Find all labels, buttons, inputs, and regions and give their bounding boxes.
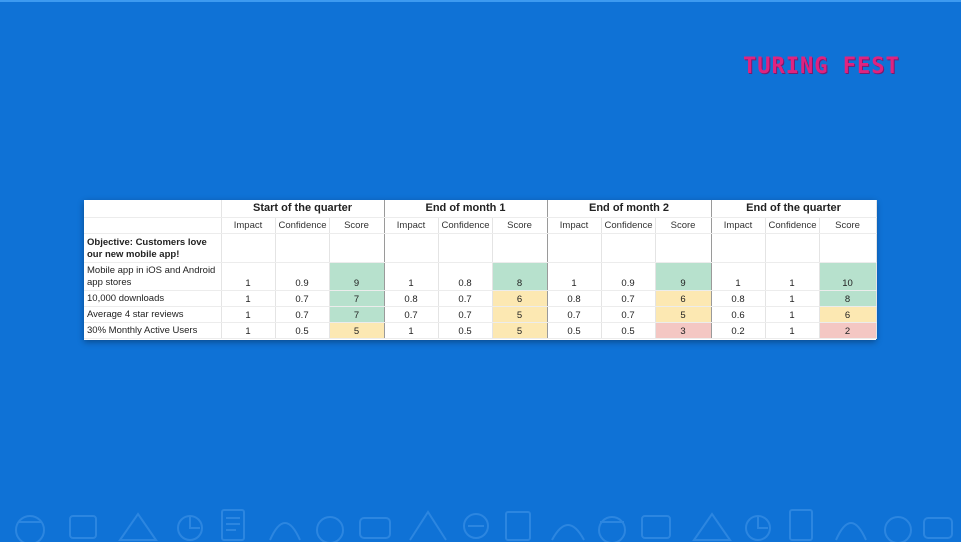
key-result-label: Average 4 star reviews xyxy=(84,306,222,323)
impact-cell: 1 xyxy=(384,322,439,339)
impact-cell: 0.8 xyxy=(711,290,766,307)
group-header-end: End of the quarter xyxy=(711,200,877,218)
table-row: 30% Monthly Active Users 1 0.5 5 1 0.5 5… xyxy=(84,322,877,339)
impact-cell: 1 xyxy=(221,322,276,339)
confidence-cell: 0.7 xyxy=(601,306,656,323)
table-row: 10,000 downloads 1 0.7 7 0.8 0.7 6 0.8 0… xyxy=(84,290,877,307)
score-cell: 7 xyxy=(329,306,385,323)
score-cell: 2 xyxy=(819,322,877,339)
subheader-confidence: Confidence xyxy=(601,217,656,234)
subheader-impact: Impact xyxy=(384,217,439,234)
score-cell: 6 xyxy=(819,306,877,323)
score-cell: 6 xyxy=(492,290,548,307)
subheader-impact: Impact xyxy=(547,217,602,234)
decorative-icon-pattern xyxy=(15,509,953,542)
impact-cell: 1 xyxy=(221,306,276,323)
score-cell: 10 xyxy=(819,262,877,291)
score-cell: 5 xyxy=(329,322,385,339)
score-cell: 8 xyxy=(492,262,548,291)
group-header-row: Start of the quarter End of month 1 End … xyxy=(84,200,877,218)
score-cell: 3 xyxy=(655,322,712,339)
confidence-cell: 0.7 xyxy=(438,306,493,323)
subheader-score: Score xyxy=(655,217,712,234)
confidence-cell: 0.7 xyxy=(438,290,493,307)
subheader-score: Score xyxy=(329,217,385,234)
confidence-cell: 1 xyxy=(765,306,820,323)
subheader-confidence: Confidence xyxy=(765,217,820,234)
subheader-confidence: Confidence xyxy=(438,217,493,234)
confidence-cell: 0.7 xyxy=(275,290,330,307)
confidence-cell: 1 xyxy=(765,262,820,291)
key-result-label: 10,000 downloads xyxy=(84,290,222,307)
impact-cell: 1 xyxy=(221,290,276,307)
score-cell: 8 xyxy=(819,290,877,307)
confidence-cell: 0.9 xyxy=(601,262,656,291)
okr-table: Start of the quarter End of month 1 End … xyxy=(84,200,877,339)
score-cell: 6 xyxy=(655,290,712,307)
subheader-score: Score xyxy=(492,217,548,234)
impact-cell: 1 xyxy=(384,262,439,291)
impact-cell: 0.2 xyxy=(711,322,766,339)
table-row: Mobile app in iOS and Android app stores… xyxy=(84,262,877,291)
corner-cell xyxy=(84,200,222,218)
group-header-start: Start of the quarter xyxy=(221,200,385,218)
subheader-confidence: Confidence xyxy=(275,217,330,234)
okr-spreadsheet: Start of the quarter End of month 1 End … xyxy=(84,200,877,340)
confidence-cell: 0.5 xyxy=(438,322,493,339)
score-cell: 5 xyxy=(655,306,712,323)
impact-cell: 0.7 xyxy=(547,306,602,323)
impact-cell: 0.7 xyxy=(384,306,439,323)
confidence-cell: 0.7 xyxy=(601,290,656,307)
score-cell: 9 xyxy=(329,262,385,291)
score-cell: 5 xyxy=(492,322,548,339)
impact-cell: 0.5 xyxy=(547,322,602,339)
impact-cell: 0.6 xyxy=(711,306,766,323)
objective-label: Objective: Customers love our new mobile… xyxy=(84,233,222,263)
impact-cell: 0.8 xyxy=(547,290,602,307)
impact-cell: 1 xyxy=(711,262,766,291)
key-result-label: Mobile app in iOS and Android app stores xyxy=(84,262,222,291)
confidence-cell: 0.7 xyxy=(275,306,330,323)
subheader-row: Impact Confidence Score Impact Confidenc… xyxy=(84,217,877,234)
corner-cell xyxy=(84,217,222,234)
subheader-impact: Impact xyxy=(221,217,276,234)
subheader-score: Score xyxy=(819,217,877,234)
objective-row: Objective: Customers love our new mobile… xyxy=(84,233,877,263)
confidence-cell: 1 xyxy=(765,322,820,339)
impact-cell: 1 xyxy=(221,262,276,291)
group-header-month1: End of month 1 xyxy=(384,200,548,218)
score-cell: 7 xyxy=(329,290,385,307)
key-result-label: 30% Monthly Active Users xyxy=(84,322,222,339)
confidence-cell: 0.9 xyxy=(275,262,330,291)
score-cell: 9 xyxy=(655,262,712,291)
turing-fest-logo: TURING FEST xyxy=(743,54,900,79)
table-row: Average 4 star reviews 1 0.7 7 0.7 0.7 5… xyxy=(84,306,877,323)
impact-cell: 0.8 xyxy=(384,290,439,307)
subheader-impact: Impact xyxy=(711,217,766,234)
group-header-month2: End of month 2 xyxy=(547,200,712,218)
confidence-cell: 0.5 xyxy=(601,322,656,339)
top-accent-line xyxy=(0,0,961,2)
score-cell: 5 xyxy=(492,306,548,323)
impact-cell: 1 xyxy=(547,262,602,291)
confidence-cell: 0.8 xyxy=(438,262,493,291)
confidence-cell: 0.5 xyxy=(275,322,330,339)
confidence-cell: 1 xyxy=(765,290,820,307)
